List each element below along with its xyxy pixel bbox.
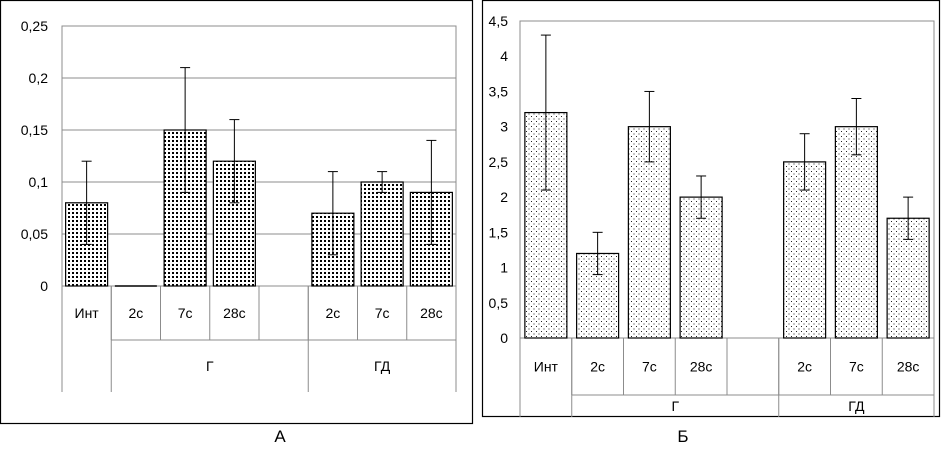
y-tick-label: 0,25 xyxy=(21,18,48,34)
panel-label-b: Б xyxy=(677,427,688,446)
panel-label-a: А xyxy=(274,427,286,446)
y-tick-label: 0 xyxy=(500,330,508,346)
y-tick-label: 2,5 xyxy=(489,154,509,170)
y-tick-label: 0,2 xyxy=(29,70,49,86)
category-label: 28с xyxy=(690,359,713,375)
y-tick-label: 0 xyxy=(40,278,48,294)
category-label: Инт xyxy=(75,305,100,321)
y-tick-label: 0,15 xyxy=(21,122,48,138)
y-tick-label: 2 xyxy=(500,189,508,205)
y-tick-label: 0,5 xyxy=(489,295,509,311)
category-label: 28с xyxy=(420,305,443,321)
group-label: Г xyxy=(671,398,679,414)
y-tick-label: 0,05 xyxy=(21,226,48,242)
y-tick-label: 4,5 xyxy=(489,13,509,29)
chart-a: 0 0,05 0,1 0,15 0,2 0,25 Г ГД Инт 2с 7с 28с 2с 7с 28с xyxy=(21,18,457,392)
category-label: 7с xyxy=(642,359,657,375)
category-label: 2с xyxy=(590,359,605,375)
y-tick-label: 3,5 xyxy=(489,83,509,99)
category-label: 7с xyxy=(375,305,390,321)
y-tick-label: 4 xyxy=(500,48,508,64)
group-label: Г xyxy=(206,358,214,374)
group-label: ГД xyxy=(374,358,391,374)
bar xyxy=(360,181,404,287)
bar xyxy=(834,126,878,339)
category-label: Инт xyxy=(534,359,559,375)
chart-b: 0 0,5 1 1,5 2 2,5 3 3,5 4 4,5 Г ГД Инт 2с 7с 28с 2с 7с 28с xyxy=(489,13,935,417)
category-label: 2с xyxy=(128,305,143,321)
group-label: ГД xyxy=(848,398,865,414)
y-tick-label: 0,1 xyxy=(29,174,49,190)
y-tick-label: 1 xyxy=(500,260,508,276)
category-label: 2с xyxy=(797,359,812,375)
y-tick-label: 3 xyxy=(500,119,508,135)
category-label: 7с xyxy=(849,359,864,375)
bar xyxy=(627,126,671,339)
bar xyxy=(783,161,827,339)
bar xyxy=(679,196,723,339)
category-label: 2с xyxy=(325,305,340,321)
y-tick-label: 1,5 xyxy=(489,224,509,240)
category-label: 7с xyxy=(178,305,193,321)
category-label: 28с xyxy=(223,305,246,321)
category-label: 28с xyxy=(897,359,920,375)
